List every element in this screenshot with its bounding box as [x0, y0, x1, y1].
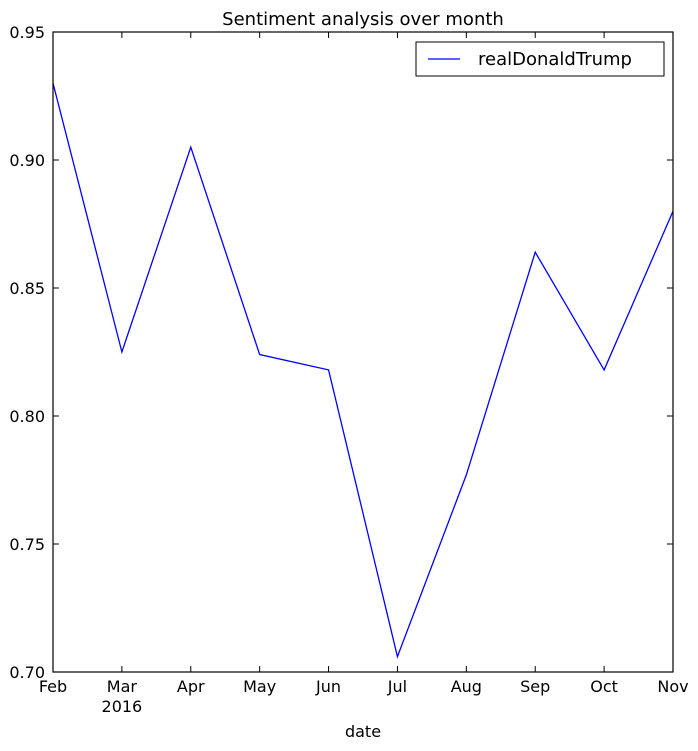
- y-tick-label: 0.95: [9, 23, 45, 42]
- x-axis-label: date: [345, 722, 381, 741]
- series-line-realDonaldTrump: [52, 83, 674, 659]
- x-tick-sublabel: 2016: [102, 697, 143, 716]
- x-tick-label: Aug: [451, 677, 482, 696]
- y-tick-label: 0.75: [9, 535, 45, 554]
- y-axis-ticks: 0.70 0.75 0.80 0.85 0.90 0.95: [9, 23, 673, 682]
- x-tick-label: Jun: [315, 677, 341, 696]
- legend: realDonaldTrump: [415, 41, 665, 77]
- y-tick-label: 0.90: [9, 151, 45, 170]
- y-tick-label: 0.70: [9, 663, 45, 682]
- y-tick-label: 0.85: [9, 279, 45, 298]
- x-tick-label: Feb: [39, 677, 67, 696]
- y-tick-label: 0.80: [9, 407, 45, 426]
- x-tick-label: May: [243, 677, 276, 696]
- x-tick-label: Nov: [657, 677, 688, 696]
- x-tick-label: Jul: [387, 677, 407, 696]
- x-tick-label: Sep: [520, 677, 550, 696]
- x-tick-label: Oct: [590, 677, 618, 696]
- plot-area: [52, 83, 674, 659]
- chart-title: Sentiment analysis over month: [222, 9, 504, 30]
- plot-frame: [52, 31, 674, 673]
- x-tick-label: Mar: [107, 677, 138, 696]
- x-tick-label: Apr: [177, 677, 205, 696]
- legend-entry-label: realDonaldTrump: [478, 49, 632, 70]
